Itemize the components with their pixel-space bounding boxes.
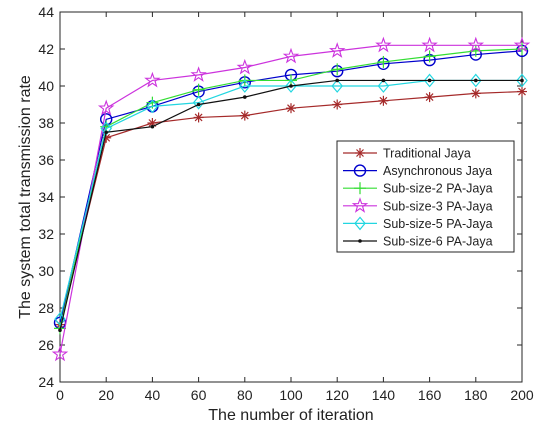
data-point [335,78,340,83]
data-point [282,47,300,64]
y-tick-label: 40 [38,78,54,94]
data-point [331,63,344,76]
x-tick-label: 100 [279,387,303,403]
data-point [377,55,390,68]
y-tick-label: 24 [38,374,54,390]
data-point [286,103,296,114]
legend-label: Sub-size-6 PA-Jaya [383,235,493,249]
data-point [513,36,531,53]
x-tick-label: 140 [372,387,396,403]
x-tick-label: 80 [237,387,253,403]
x-tick-label: 120 [326,387,350,403]
y-tick-label: 28 [38,300,54,316]
data-point [236,58,254,75]
y-tick-label: 34 [38,189,54,205]
data-point [285,79,297,93]
legend-label: Sub-size-5 PA-Jaya [383,217,493,231]
legend: Traditional Jaya Asynchronous Jaya Sub-siz… [336,140,515,253]
data-point [520,78,524,83]
legend-box [336,140,515,253]
data-point [423,73,436,88]
data-point [104,130,108,135]
legend-item: Sub-size-3 PA-Jaya [343,197,493,213]
legend-label: Asynchronous Jaya [383,164,492,178]
data-point [378,95,389,106]
y-tick-label: 36 [38,152,54,168]
series-6 [58,78,524,333]
x-tick-label: 0 [56,387,64,403]
data-point [192,83,205,96]
legend-swatch-marker [354,216,366,231]
legend-swatch-marker [358,239,362,243]
legend-label: Sub-size-2 PA-Jaya [383,182,493,196]
data-point [144,71,161,88]
data-point [467,36,485,53]
y-axis-title: The system total transmission rate [17,75,34,319]
series-1 [55,86,527,330]
data-point [424,92,435,103]
x-axis-title: The number of iteration [208,407,373,424]
data-point [470,88,481,99]
x-tick-label: 200 [510,387,534,403]
data-point [239,79,251,93]
series-4 [51,36,531,362]
x-tick-label: 20 [98,387,114,403]
y-tick-label: 38 [38,115,54,131]
data-point [423,50,436,63]
data-point [190,66,207,82]
legend-item: Traditional Jaya [343,147,471,161]
data-point [58,328,62,333]
data-point [470,73,482,88]
data-point [239,110,250,121]
legend-item: Sub-size-6 PA-Jaya [343,235,493,249]
data-point [381,78,386,83]
y-tick-label: 44 [38,4,54,20]
legend-swatch-marker [355,148,365,158]
axis-ticks: 0 20 40 60 80 100 120 140 160 180 200 24 26 28 30 32 34 3… [38,4,533,403]
data-point [289,84,293,88]
data-point [51,345,69,362]
legend-item: Asynchronous Jaya [343,164,492,178]
x-tick-label: 160 [418,387,442,403]
data-point [193,112,204,123]
y-tick-label: 26 [38,337,54,353]
data-point [243,95,247,99]
legend-swatch-marker [354,182,366,195]
data-point [150,124,155,129]
data-point [375,36,392,53]
data-point [331,79,343,93]
data-point [427,78,432,83]
y-tick-label: 30 [38,263,54,279]
legend-label: Sub-size-3 PA-Jaya [383,199,493,213]
data-point [146,99,159,114]
data-point [332,99,343,110]
data-point [474,78,478,83]
data-point [421,36,438,53]
legend-label: Traditional Jaya [383,147,471,161]
data-point [97,99,115,116]
data-point [196,102,201,107]
y-tick-label: 42 [38,41,54,57]
y-tick-label: 32 [38,226,54,242]
x-tick-label: 40 [145,387,161,403]
legend-item: Sub-size-5 PA-Jaya [343,216,493,231]
data-point [517,86,527,97]
data-point [328,42,346,58]
data-point [516,73,528,88]
x-tick-label: 60 [191,387,207,403]
x-tick-label: 180 [464,387,488,403]
legend-swatch-marker [351,197,369,213]
legend-swatch-marker [353,164,367,177]
legend-item: Sub-size-2 PA-Jaya [343,182,493,196]
data-point [377,79,390,93]
data-point [192,95,205,110]
series-line [59,44,522,355]
series-layer [51,36,531,362]
